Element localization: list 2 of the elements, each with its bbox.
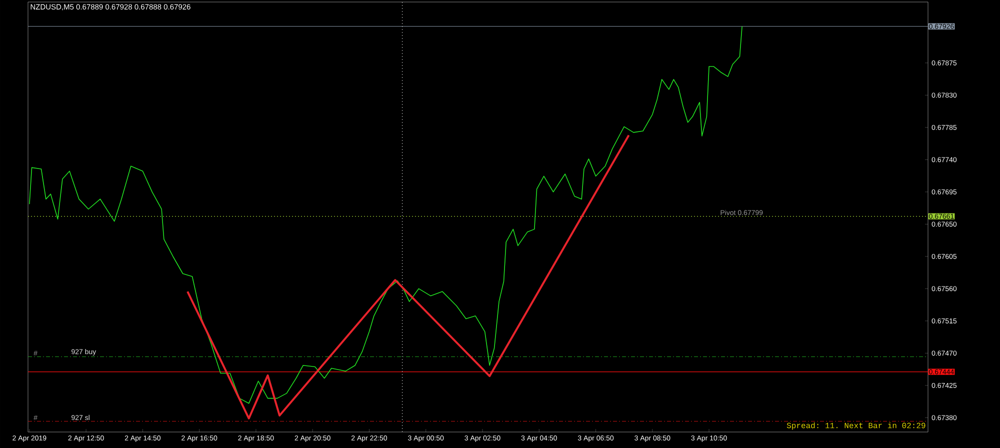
line-series bbox=[186, 134, 630, 420]
annotation: Spread: 11. Next Bar in 02:29 bbox=[786, 422, 926, 430]
